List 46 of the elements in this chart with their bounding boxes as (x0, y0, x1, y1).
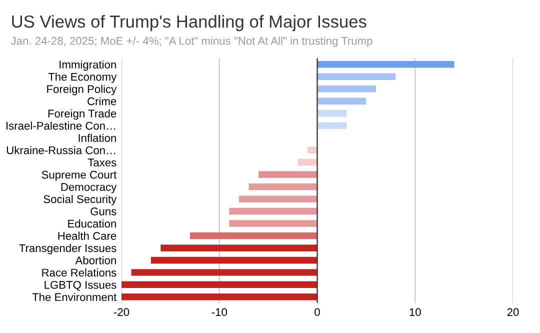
y-tick-label: Democracy (61, 183, 117, 194)
bar (317, 61, 454, 68)
chart-title: US Views of Trump's Handling of Major Issues (12, 14, 366, 32)
bar (317, 122, 347, 129)
y-tick-label: Supreme Court (42, 170, 117, 181)
bar (150, 256, 318, 264)
x-tick-label: 20 (507, 308, 519, 316)
bar (122, 281, 318, 288)
bar (190, 232, 318, 240)
x-tick-label: -20 (114, 308, 130, 316)
y-tick-label: Transgender Issues (19, 244, 116, 254)
bar (317, 86, 376, 92)
y-tick-label: Education (68, 219, 116, 228)
bar (131, 269, 318, 276)
bar (258, 171, 318, 178)
bar (307, 146, 318, 154)
y-tick-label: Israel-Palestine Con… (6, 122, 116, 130)
y-tick-label: Social Security (44, 194, 117, 206)
bar (160, 244, 318, 252)
y-tick-label: Immigration (60, 60, 116, 71)
bar (229, 208, 318, 215)
y-tick-label: Health Care (58, 232, 116, 240)
chart-subtitle: Jan. 24-28, 2025; MoE +/- 4%; "A Lot" minus "Not At All" in trusting Trump (10, 36, 372, 47)
x-tick-label: 10 (410, 308, 421, 316)
y-tick-label: Foreign Trade (48, 109, 116, 120)
y-tick-label: Guns (90, 208, 116, 216)
bar (229, 220, 318, 227)
y-tick-label: The Economy (48, 72, 117, 83)
bar (122, 294, 318, 300)
y-tick-label: Abortion (75, 256, 116, 264)
y-tick-label: LGBTQ Issues (44, 280, 116, 291)
bar (317, 98, 366, 104)
x-tick-label: 0 (314, 308, 320, 316)
bar (317, 110, 347, 117)
bar (238, 196, 318, 202)
bar (317, 73, 396, 80)
bar (298, 158, 318, 166)
y-tick-label: Race Relations (42, 268, 116, 277)
bar (248, 183, 318, 190)
y-tick-label: Ukraine-Russia Con… (6, 146, 116, 154)
y-tick-label: Crime (88, 97, 116, 106)
y-tick-label: Taxes (88, 158, 116, 166)
y-tick-label: Inflation (78, 134, 116, 142)
y-tick-label: The Environment (32, 292, 117, 302)
y-tick-label: Foreign Policy (47, 84, 117, 96)
x-tick-label: -10 (212, 308, 227, 316)
